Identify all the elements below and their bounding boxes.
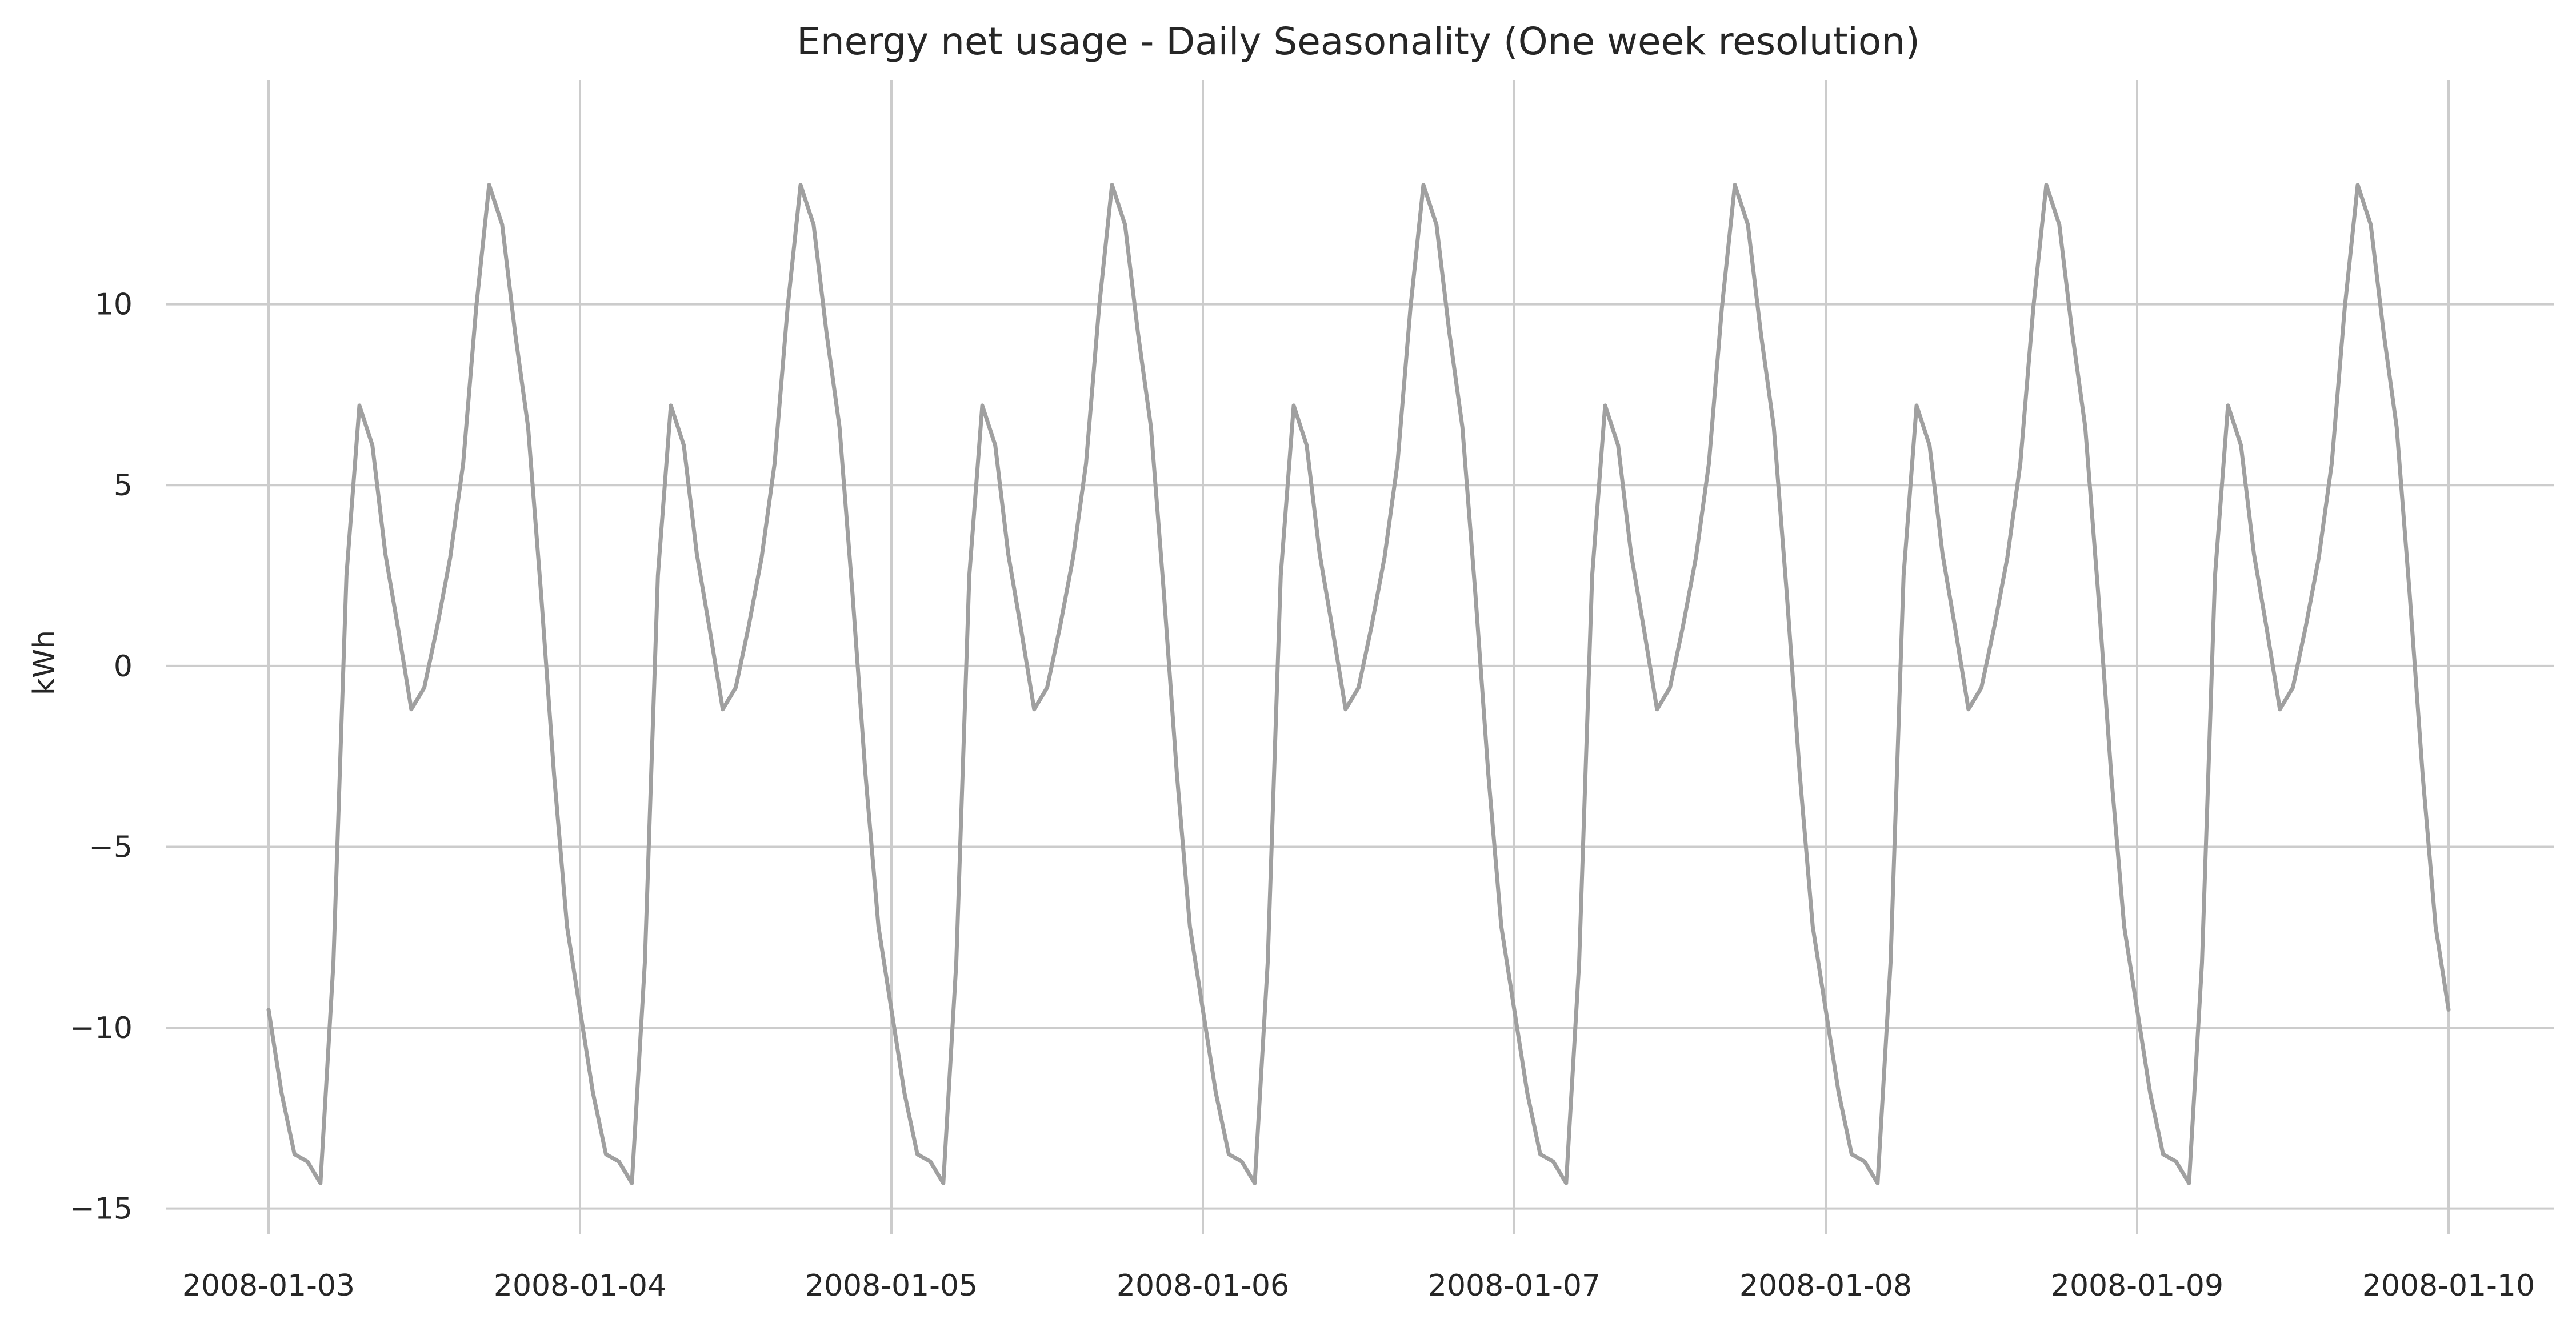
chart-title: Energy net usage - Daily Seasonality (On… bbox=[797, 19, 1920, 63]
y-tick-labels: 10 5 0 −5 −10 −15 bbox=[70, 288, 133, 1226]
y-tick-label: 10 bbox=[95, 288, 133, 322]
series-line bbox=[266, 183, 2451, 1185]
x-tick-label: 2008-01-06 bbox=[1117, 1269, 1289, 1303]
x-tick-label: 2008-01-10 bbox=[2362, 1269, 2535, 1303]
y-tick-label: 5 bbox=[114, 468, 133, 503]
y-gridlines bbox=[166, 303, 2554, 1210]
x-tick-label: 2008-01-09 bbox=[2051, 1269, 2223, 1303]
x-tick-label: 2008-01-08 bbox=[1739, 1269, 1912, 1303]
y-axis-label: kWh bbox=[27, 630, 62, 696]
x-gridlines bbox=[267, 80, 2450, 1234]
x-tick-labels: 2008-01-03 2008-01-04 2008-01-05 2008-01-06… bbox=[182, 1269, 2535, 1303]
y-tick-label: −15 bbox=[70, 1192, 133, 1226]
x-tick-label: 2008-01-04 bbox=[494, 1269, 666, 1303]
x-tick-label: 2008-01-05 bbox=[805, 1269, 978, 1303]
y-tick-label: −5 bbox=[89, 830, 133, 864]
x-tick-label: 2008-01-07 bbox=[1428, 1269, 1601, 1303]
y-tick-label: −10 bbox=[70, 1011, 133, 1045]
y-tick-label: 0 bbox=[114, 650, 133, 684]
x-tick-label: 2008-01-03 bbox=[182, 1269, 355, 1303]
